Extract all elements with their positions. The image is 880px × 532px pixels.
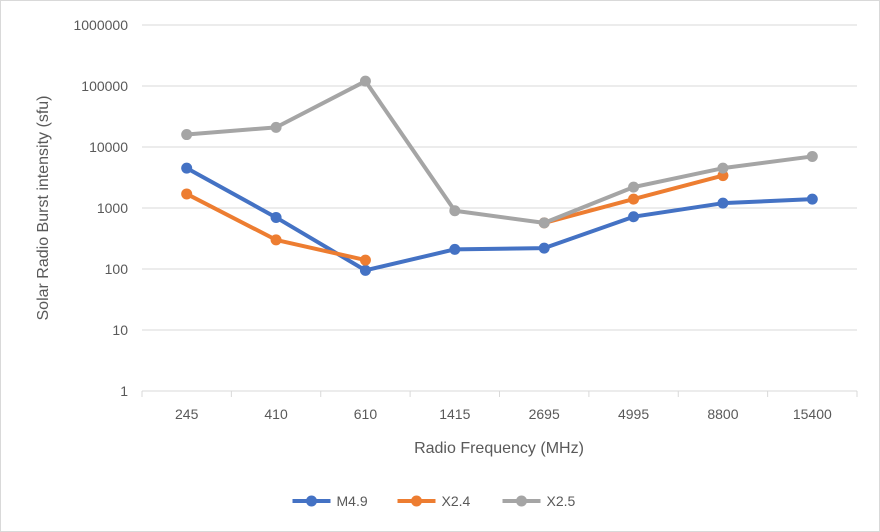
data-point bbox=[359, 264, 371, 276]
legend-item: M4.9 bbox=[292, 493, 368, 509]
data-point bbox=[806, 150, 818, 162]
x-axis-title: Radio Frequency (MHz) bbox=[414, 440, 584, 457]
x-tick-label: 2695 bbox=[529, 406, 560, 422]
y-tick-label: 100 bbox=[105, 261, 129, 277]
legend-marker bbox=[306, 495, 317, 507]
data-point bbox=[538, 242, 550, 254]
x-tick-label: 8800 bbox=[707, 406, 738, 422]
series-x2-5 bbox=[181, 75, 818, 229]
x-tick-labels: 245 410 610 1415 2695 4995 8800 15400 bbox=[175, 406, 832, 422]
x-tick-label: 610 bbox=[354, 406, 378, 422]
data-point bbox=[181, 162, 193, 174]
data-point bbox=[181, 188, 193, 200]
legend-label: M4.9 bbox=[337, 493, 368, 509]
x-tick-label: 15400 bbox=[793, 406, 832, 422]
y-tick-label: 100000 bbox=[81, 78, 128, 94]
data-point bbox=[449, 243, 461, 255]
series-line bbox=[184, 79, 815, 225]
legend-label: X2.4 bbox=[442, 493, 471, 509]
data-point bbox=[717, 197, 729, 209]
data-point bbox=[270, 211, 282, 223]
data-point bbox=[806, 193, 818, 205]
data-point bbox=[538, 217, 550, 229]
data-point bbox=[628, 193, 640, 205]
legend-marker bbox=[411, 495, 422, 507]
data-point bbox=[628, 211, 640, 223]
series-m4-9 bbox=[181, 162, 818, 276]
data-point bbox=[359, 254, 371, 266]
data-point bbox=[628, 181, 640, 193]
y-tick-label: 10 bbox=[112, 322, 128, 338]
axes bbox=[141, 390, 858, 397]
y-tick-labels: 1 10 100 1000 10000 100000 1000000 bbox=[73, 17, 128, 399]
data-point bbox=[717, 162, 729, 174]
x-tick-label: 410 bbox=[264, 406, 288, 422]
y-axis-title: Solar Radio Burst intensity (sfu) bbox=[35, 96, 52, 321]
y-tick-label: 10000 bbox=[89, 139, 128, 155]
x-tick-label: 1415 bbox=[439, 406, 470, 422]
x-tick-label: 4995 bbox=[618, 406, 649, 422]
y-tick-label: 1000000 bbox=[73, 17, 128, 33]
legend-item: X2.4 bbox=[397, 493, 471, 509]
series-line bbox=[184, 191, 368, 263]
y-tick-label: 1 bbox=[120, 383, 128, 399]
legend-marker bbox=[516, 495, 527, 507]
data-point bbox=[181, 129, 193, 141]
series-lines bbox=[181, 75, 818, 276]
x-tick-label: 245 bbox=[175, 406, 199, 422]
data-point bbox=[270, 121, 282, 133]
legend-label: X2.5 bbox=[547, 493, 576, 509]
legend-item: X2.5 bbox=[502, 493, 576, 509]
y-tick-label: 1000 bbox=[97, 200, 128, 216]
data-point bbox=[270, 234, 282, 246]
data-point bbox=[449, 205, 461, 217]
legend: M4.9 X2.4 X2.5 bbox=[292, 493, 576, 509]
data-point bbox=[359, 75, 371, 87]
series-line bbox=[184, 166, 815, 273]
gridlines bbox=[142, 24, 857, 331]
